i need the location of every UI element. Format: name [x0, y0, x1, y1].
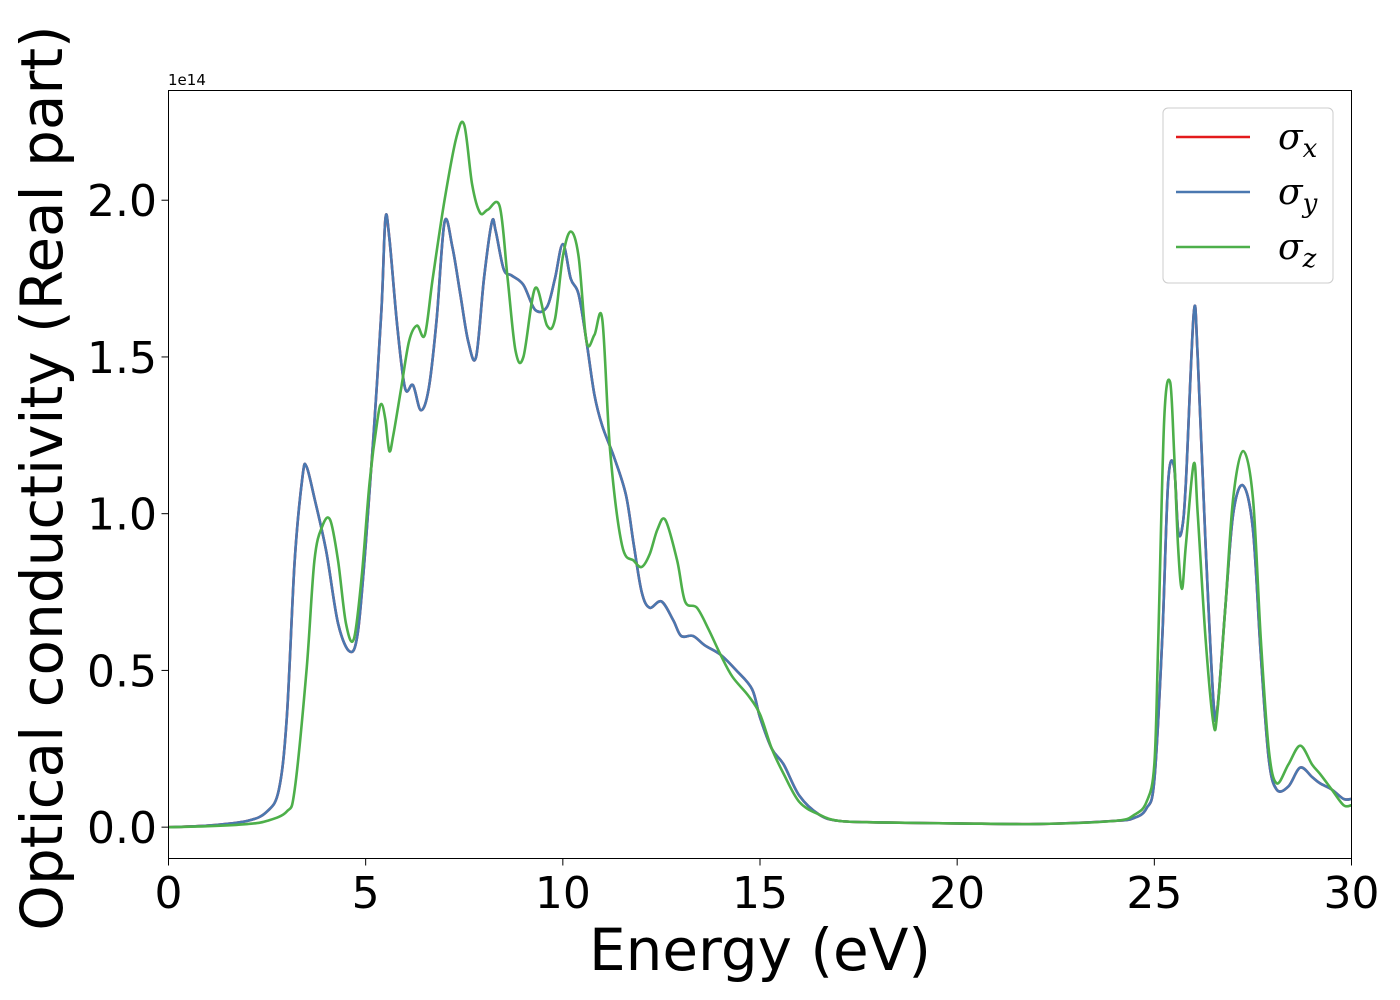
x-tick-label: 15 [732, 868, 788, 919]
y-tick-label: 0.5 [87, 646, 157, 697]
y-tick-label: 2.0 [87, 176, 157, 227]
legend: σx σy σz [1162, 107, 1334, 284]
x-tick-label: 5 [352, 868, 380, 919]
x-tick-label: 0 [155, 868, 183, 919]
plot-background [168, 90, 1352, 859]
x-tick-label: 30 [1324, 868, 1380, 919]
legend-label-z: σz [1278, 227, 1317, 274]
legend-label-y: σy [1278, 172, 1318, 219]
y-tick-label: 0.0 [87, 803, 157, 854]
x-tick-label: 10 [535, 868, 591, 919]
series-line-z [168, 120, 1352, 829]
y-tick-label: 1.5 [87, 333, 157, 384]
y-axis-title: Optical conductivity (Real part) [8, 25, 76, 930]
x-axis-title: Energy (eV) [589, 916, 931, 984]
legend-frame [1162, 107, 1334, 284]
x-axis-ticks: 0 5 10 15 20 25 30 [155, 858, 1380, 919]
x-tick-label: 25 [1126, 868, 1182, 919]
y-axis-ticks: 0.0 0.5 1.0 1.5 2.0 [87, 176, 169, 854]
series-line-y [168, 213, 1352, 829]
x-tick-label: 20 [929, 868, 985, 919]
y-offset-text: 1e14 [168, 71, 206, 89]
y-tick-label: 1.0 [87, 490, 157, 541]
legend-label-x: σx [1278, 117, 1318, 164]
series-lines [168, 120, 1352, 829]
